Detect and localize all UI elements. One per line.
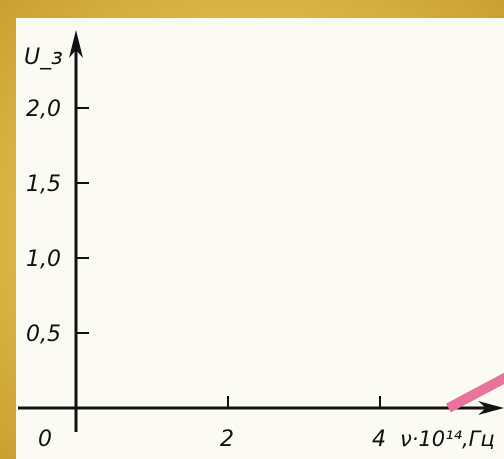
x-tick-label: 2 [220,427,234,452]
y-tick-label: 2,0 [26,97,61,122]
x-ticks: 02468 [38,396,386,452]
y-tick-label: 1,5 [26,172,61,197]
y-axis-arrow [69,30,83,58]
y-tick-label: 1,0 [26,247,61,272]
chart-panel [16,18,504,459]
y-tick-label: 0,5 [26,322,61,347]
x-axis-arrow [478,401,504,415]
y-ticks: 0,5 1,0 1,5 2,0 [26,97,89,347]
x-tick-label: 4 [372,427,386,452]
y-axis-label: U_з [24,45,63,70]
series-line [446,372,504,413]
x-axis-label: ν·10¹⁴,Гц [400,427,495,451]
x-tick-label: 0 [38,427,52,452]
series-group [446,372,504,413]
